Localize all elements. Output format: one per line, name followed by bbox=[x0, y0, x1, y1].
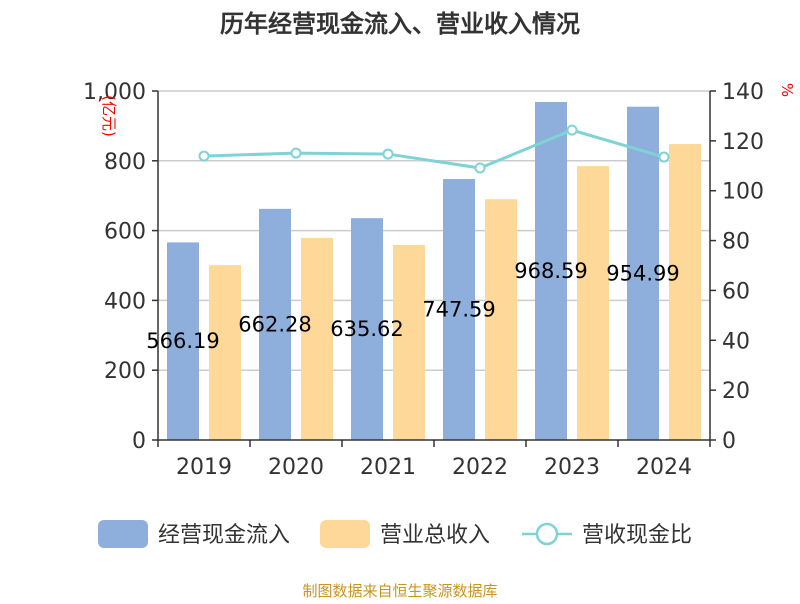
bar-revenue bbox=[485, 199, 517, 440]
y-right-tick-label: 20 bbox=[722, 379, 750, 404]
y-right-tick-label: 40 bbox=[722, 329, 750, 354]
y-right-axis-label: % bbox=[778, 83, 796, 97]
line-point bbox=[382, 148, 394, 160]
bar-cash-inflow bbox=[259, 208, 291, 440]
bar-data-label: 566.19 bbox=[146, 329, 219, 353]
line-point bbox=[198, 150, 210, 162]
y-left-tick-label: 1,000 bbox=[83, 80, 146, 105]
line-point bbox=[658, 151, 670, 163]
line-point bbox=[474, 162, 486, 174]
y-left-tick-label: 200 bbox=[104, 359, 146, 384]
x-tick-label: 2020 bbox=[268, 455, 324, 480]
y-right-tick-label: 0 bbox=[722, 429, 736, 454]
bars bbox=[167, 101, 701, 440]
y-left-tick-label: 800 bbox=[104, 150, 146, 175]
legend-label: 营业总收入 bbox=[380, 523, 490, 548]
y-right-tick-label: 60 bbox=[722, 279, 750, 304]
axes: 0 200 400 600 800 1,000 0 20 40 60 80 100 120 140 2019… bbox=[83, 80, 764, 480]
bar-revenue bbox=[209, 265, 241, 440]
bar-data-label: 635.62 bbox=[330, 317, 403, 341]
y-right-tick-label: 100 bbox=[722, 180, 764, 205]
line-point bbox=[566, 124, 578, 136]
legend: 经营现金流入 营业总收入 营收现金比 bbox=[98, 520, 692, 548]
legend-label: 经营现金流入 bbox=[158, 523, 290, 548]
bar-data-label: 968.59 bbox=[514, 259, 587, 283]
line-series bbox=[198, 124, 670, 174]
bar-cash-inflow bbox=[351, 218, 383, 440]
grid bbox=[158, 90, 710, 371]
legend-swatch bbox=[320, 520, 370, 548]
x-tick-label: 2022 bbox=[452, 455, 508, 480]
bar-revenue bbox=[577, 166, 609, 440]
y-right-tick-label: 140 bbox=[722, 80, 764, 105]
bar-revenue bbox=[301, 237, 333, 440]
x-tick-label: 2023 bbox=[544, 455, 600, 480]
y-left-axis-label: (亿元) bbox=[100, 95, 118, 137]
bar-cash-inflow bbox=[535, 101, 567, 440]
y-left-tick-label: 0 bbox=[132, 429, 146, 454]
legend-swatch bbox=[98, 520, 148, 548]
bar-cash-inflow bbox=[167, 242, 199, 440]
bar-data-label: 662.28 bbox=[238, 312, 311, 336]
x-tick-label: 2021 bbox=[360, 455, 416, 480]
y-right-tick-label: 80 bbox=[722, 230, 750, 255]
x-tick-label: 2024 bbox=[636, 455, 692, 480]
legend-label: 营收现金比 bbox=[582, 523, 692, 548]
line-point bbox=[290, 147, 302, 159]
source-footer: 制图数据来自恒生聚源数据库 bbox=[302, 582, 497, 600]
data-labels: 566.19 662.28 635.62 747.59 968.59 954.99 bbox=[146, 259, 679, 353]
y-left-tick-label: 600 bbox=[104, 220, 146, 245]
y-right-tick-label: 120 bbox=[722, 130, 764, 155]
bar-revenue bbox=[669, 144, 701, 440]
y-left-tick-label: 400 bbox=[104, 289, 146, 314]
bar-data-label: 954.99 bbox=[606, 261, 679, 285]
x-tick-label: 2019 bbox=[176, 455, 232, 480]
legend-marker-icon bbox=[535, 522, 559, 546]
bar-revenue bbox=[393, 244, 425, 440]
bar-data-label: 747.59 bbox=[422, 298, 495, 322]
line-path bbox=[203, 128, 665, 170]
bar-cash-inflow bbox=[443, 179, 475, 440]
chart-title: 历年经营现金流入、营业收入情况 bbox=[220, 10, 580, 38]
bar-cash-inflow bbox=[627, 106, 659, 440]
